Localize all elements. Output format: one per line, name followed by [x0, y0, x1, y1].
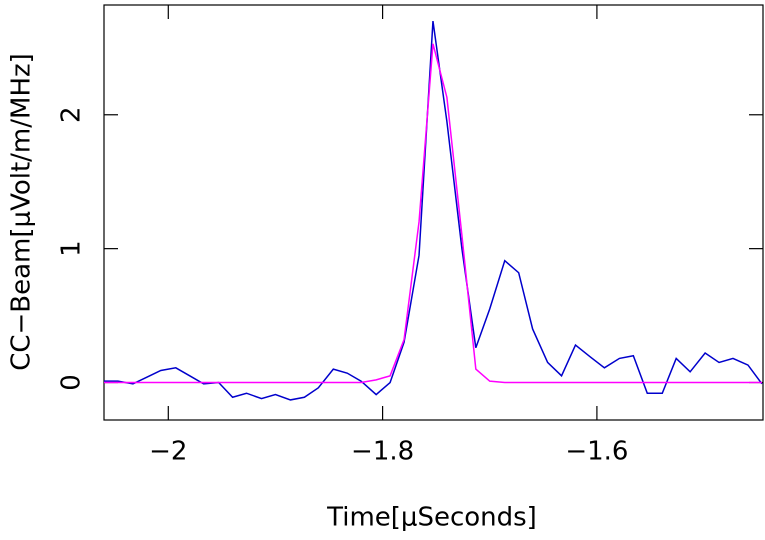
x-axis-label: Time[μSeconds]	[326, 503, 537, 533]
x-tick-label: −2	[149, 437, 187, 467]
x-tick-label: −1.6	[565, 437, 628, 467]
x-tick-label: −1.8	[351, 437, 414, 467]
y-tick-label: 2	[57, 107, 87, 124]
y-tick-label: 1	[57, 240, 87, 257]
y-tick-label: 0	[57, 374, 87, 391]
plot-frame	[103, 4, 764, 421]
data-line	[104, 43, 762, 384]
y-axis-label: CC−Beam[μVolt/m/MHz]	[7, 53, 37, 371]
data-line	[104, 20, 763, 401]
